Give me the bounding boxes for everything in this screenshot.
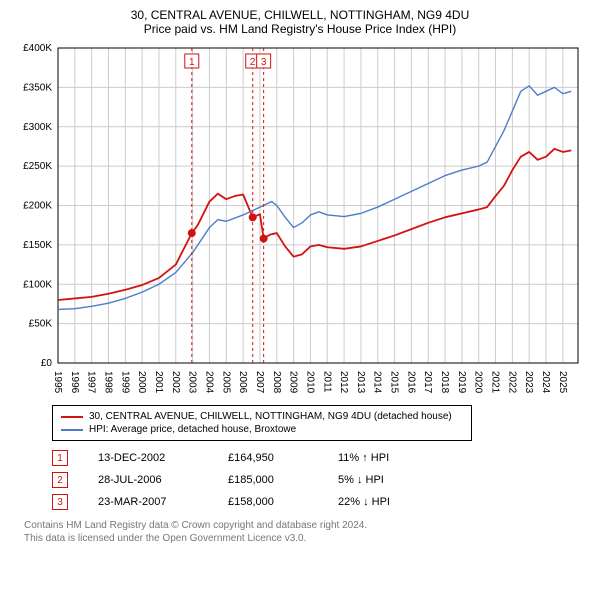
svg-text:2011: 2011 (321, 371, 332, 393)
svg-text:2010: 2010 (304, 371, 315, 394)
svg-text:2014: 2014 (372, 371, 383, 394)
svg-text:1995: 1995 (52, 371, 63, 394)
svg-text:£100K: £100K (23, 279, 52, 290)
transaction-table: 1 13-DEC-2002 £164,950 11% ↑ HPI 2 28-JUL-200… (52, 447, 588, 513)
chart-svg: £0 £50K £100K £150K £200K £250K £300K £350K £400… (12, 42, 588, 397)
svg-text:2021: 2021 (490, 371, 501, 394)
svg-text:£200K: £200K (23, 201, 52, 212)
svg-text:2012: 2012 (338, 371, 349, 394)
svg-text:2007: 2007 (254, 371, 265, 394)
svg-text:£0: £0 (41, 358, 53, 369)
svg-text:1997: 1997 (86, 371, 97, 394)
svg-text:2006: 2006 (237, 371, 248, 394)
svg-text:£300K: £300K (23, 122, 52, 133)
copyright-line2: This data is licensed under the Open Gov… (24, 532, 588, 545)
svg-text:£250K: £250K (23, 161, 52, 172)
svg-text:2020: 2020 (473, 371, 484, 394)
legend-item: HPI: Average price, detached house, Brox… (61, 423, 463, 436)
svg-text:2019: 2019 (456, 371, 467, 394)
legend-swatch (61, 429, 83, 431)
svg-text:2015: 2015 (389, 371, 400, 394)
chart-title-subtitle: Price paid vs. HM Land Registry's House … (12, 22, 588, 36)
transaction-date: 28-JUL-2006 (98, 474, 198, 486)
svg-text:2022: 2022 (506, 371, 517, 394)
chart-container: 30, CENTRAL AVENUE, CHILWELL, NOTTINGHAM… (0, 0, 600, 553)
transaction-hpi-diff: 11% ↑ HPI (338, 452, 428, 464)
svg-text:2016: 2016 (405, 371, 416, 394)
transaction-hpi-diff: 22% ↓ HPI (338, 496, 428, 508)
transaction-row: 2 28-JUL-2006 £185,000 5% ↓ HPI (52, 469, 588, 491)
svg-text:2: 2 (250, 57, 256, 68)
svg-text:2003: 2003 (187, 371, 198, 394)
chart-title-address: 30, CENTRAL AVENUE, CHILWELL, NOTTINGHAM… (12, 8, 588, 22)
svg-text:£150K: £150K (23, 240, 52, 251)
copyright-notice: Contains HM Land Registry data © Crown c… (24, 519, 588, 545)
svg-text:2004: 2004 (203, 371, 214, 394)
legend-swatch (61, 416, 83, 418)
svg-text:2008: 2008 (271, 371, 282, 394)
svg-text:2025: 2025 (557, 371, 568, 394)
svg-text:2023: 2023 (523, 371, 534, 394)
svg-text:1996: 1996 (69, 371, 80, 394)
svg-text:1: 1 (189, 57, 195, 68)
svg-text:2013: 2013 (355, 371, 366, 394)
svg-text:2018: 2018 (439, 371, 450, 394)
transaction-date: 13-DEC-2002 (98, 452, 198, 464)
transaction-price: £185,000 (228, 474, 308, 486)
svg-text:2009: 2009 (288, 371, 299, 394)
chart-title-block: 30, CENTRAL AVENUE, CHILWELL, NOTTINGHAM… (12, 8, 588, 36)
svg-text:2001: 2001 (153, 371, 164, 394)
transaction-price: £164,950 (228, 452, 308, 464)
svg-text:2000: 2000 (136, 371, 147, 394)
transaction-price: £158,000 (228, 496, 308, 508)
svg-text:1999: 1999 (119, 371, 130, 394)
svg-text:£400K: £400K (23, 43, 52, 54)
svg-text:2002: 2002 (170, 371, 181, 394)
svg-text:2005: 2005 (220, 371, 231, 394)
transaction-index-badge: 1 (52, 450, 68, 466)
line-chart: £0 £50K £100K £150K £200K £250K £300K £350K £400… (12, 42, 588, 397)
transaction-index-badge: 3 (52, 494, 68, 510)
svg-text:2017: 2017 (422, 371, 433, 394)
legend-item: 30, CENTRAL AVENUE, CHILWELL, NOTTINGHAM… (61, 410, 463, 423)
copyright-line1: Contains HM Land Registry data © Crown c… (24, 519, 588, 532)
legend-label: HPI: Average price, detached house, Brox… (89, 424, 296, 435)
svg-text:3: 3 (261, 57, 267, 68)
transaction-index-badge: 2 (52, 472, 68, 488)
legend: 30, CENTRAL AVENUE, CHILWELL, NOTTINGHAM… (52, 405, 472, 441)
transaction-row: 3 23-MAR-2007 £158,000 22% ↓ HPI (52, 491, 588, 513)
transaction-date: 23-MAR-2007 (98, 496, 198, 508)
transaction-row: 1 13-DEC-2002 £164,950 11% ↑ HPI (52, 447, 588, 469)
legend-label: 30, CENTRAL AVENUE, CHILWELL, NOTTINGHAM… (89, 411, 452, 422)
svg-text:£50K: £50K (29, 319, 53, 330)
svg-text:2024: 2024 (540, 371, 551, 394)
svg-text:£350K: £350K (23, 82, 52, 93)
svg-text:1998: 1998 (102, 371, 113, 394)
transaction-hpi-diff: 5% ↓ HPI (338, 474, 428, 486)
